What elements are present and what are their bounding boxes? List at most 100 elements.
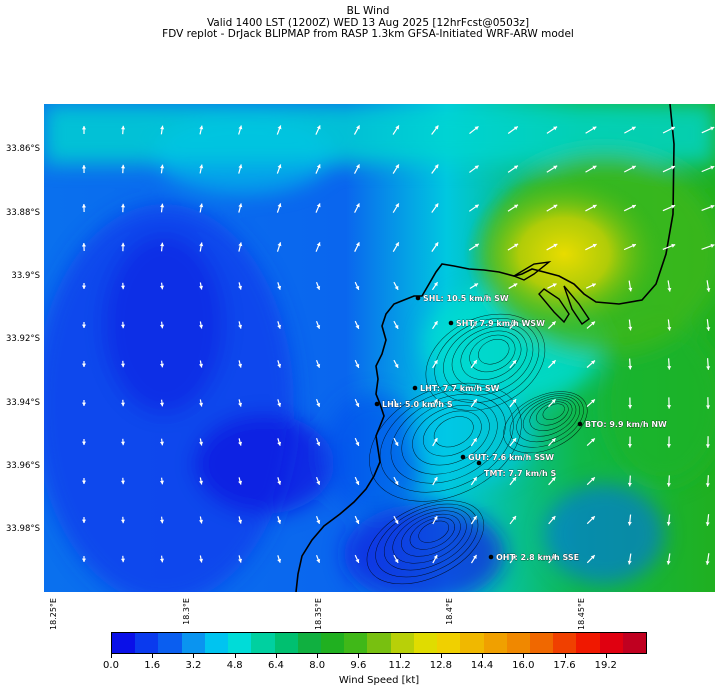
wind-arrow-head <box>628 287 633 292</box>
wind-arrow-head <box>433 515 438 520</box>
terrain-contour <box>366 500 485 585</box>
terrain-contour <box>409 517 455 550</box>
wind-arrow-head <box>198 441 204 446</box>
wind-arrow-head <box>81 204 87 208</box>
wind-arrow-head <box>81 558 87 562</box>
wind-arrow-head <box>159 480 165 485</box>
terrain-contour <box>469 334 516 373</box>
station-marker[interactable] <box>577 421 583 427</box>
terrain-contour <box>425 313 546 411</box>
terrain-contour <box>516 395 580 443</box>
station-label: GUT: 7.6 km/h SSW <box>468 453 554 462</box>
station-label: OHT: 2.8 km/h SSE <box>496 553 579 562</box>
terrain-contour <box>401 513 461 557</box>
colorbar-tick-mark <box>111 654 112 658</box>
station-marker[interactable] <box>374 401 380 407</box>
wind-arrow-head <box>316 125 321 130</box>
wind-arrow-head <box>199 242 204 247</box>
colorbar-swatch <box>553 633 577 653</box>
wind-arrow-head <box>474 243 479 248</box>
terrain-contour <box>451 326 528 388</box>
wind-arrow-head <box>628 326 633 331</box>
wind-arrow-head <box>316 480 321 485</box>
wind-arrow-head <box>512 516 516 521</box>
wind-arrow-head <box>277 285 282 290</box>
terrain-contour <box>423 410 482 457</box>
wind-arrow-head <box>474 283 479 288</box>
terrain-contour <box>418 520 450 543</box>
wind-arrow-head <box>355 242 360 247</box>
wind-arrow-head <box>81 126 87 130</box>
wind-arrow-head <box>356 125 360 130</box>
colorbar-tick-mark <box>605 654 607 658</box>
station-marker[interactable] <box>448 320 454 326</box>
wind-arrow-head <box>394 480 399 485</box>
colorbar-tick-label: 1.6 <box>144 660 161 671</box>
wind-arrow-head <box>551 321 556 326</box>
wind-arrow-head <box>710 204 715 209</box>
station-marker[interactable] <box>415 295 421 301</box>
colorbar-label: Wind Speed [kt] <box>338 675 420 686</box>
colorbar-swatch <box>274 633 298 653</box>
wind-arrow-head <box>120 324 126 329</box>
wind-arrow-head <box>277 363 282 368</box>
wind-arrow-head <box>120 441 126 446</box>
wind-arrow-head <box>316 285 321 290</box>
wind-arrow-head <box>355 519 360 524</box>
station-marker[interactable] <box>476 460 482 466</box>
wind-arrow-head <box>514 243 519 248</box>
wind-arrow-head <box>710 243 715 248</box>
colorbar-swatch <box>135 633 159 653</box>
wind-arrow-head <box>705 561 710 565</box>
terrain-contour <box>522 397 577 437</box>
wind-arrow-head <box>238 441 243 446</box>
wind-arrow-head <box>355 402 360 407</box>
wind-arrow-head <box>513 165 518 170</box>
colorbar-swatch <box>158 633 182 653</box>
colorbar-tick-label: 3.2 <box>185 660 202 671</box>
terrain-contour <box>434 318 540 403</box>
wind-arrow-head <box>551 555 556 560</box>
wind-arrow-head <box>238 125 243 130</box>
wind-arrow-head <box>592 204 597 209</box>
wind-arrow-head <box>316 242 321 247</box>
wind-map[interactable]: SHL: 10.5 km/h SW SHT: 7.9 km/h WSW LHT: 7… <box>44 104 715 592</box>
wind-arrow-head <box>316 558 321 563</box>
wind-arrow-head <box>316 164 321 169</box>
wind-arrow-head <box>706 327 711 331</box>
colorbar-tick-label: 9.6 <box>350 660 367 671</box>
wind-arrow-head <box>552 283 557 288</box>
wind-arrow-head <box>433 554 438 559</box>
colorbar-tick-label: 17.6 <box>553 660 576 671</box>
wind-arrow-head <box>474 126 479 131</box>
colorbar-tick-label: 6.4 <box>267 660 284 671</box>
station-label: BTO: 9.9 km/h NW <box>585 420 667 429</box>
station-label: LHL: 5.0 km/h S <box>382 400 453 409</box>
wind-arrow-head <box>238 164 243 169</box>
colorbar-tick-mark <box>358 654 360 658</box>
wind-arrow-head <box>277 480 282 485</box>
wind-arrow-head <box>474 204 479 209</box>
wind-arrow-head <box>671 204 676 209</box>
wind-arrow-head <box>473 477 477 482</box>
wind-arrow-head <box>433 321 438 326</box>
wind-arrow-head <box>277 402 282 407</box>
colorbar-swatch <box>390 633 414 653</box>
wind-arrow-head <box>160 203 165 208</box>
wind-arrow-head <box>671 243 676 248</box>
wind-arrow-head <box>591 321 596 326</box>
station-marker[interactable] <box>488 554 494 560</box>
wind-arrow-head <box>705 522 710 526</box>
wind-arrow-head <box>590 555 595 560</box>
station-marker[interactable] <box>460 454 466 460</box>
colorbar-swatch <box>483 633 507 653</box>
wind-arrow-head <box>120 363 126 368</box>
station-label: TMT: 7.7 km/h S <box>484 469 556 478</box>
terrain-contour <box>412 405 490 466</box>
colorbar-tick-mark <box>564 654 566 658</box>
wind-arrow-head <box>238 285 243 290</box>
colorbar-tick-mark <box>482 654 484 658</box>
wind-arrow-head <box>551 438 556 443</box>
wind-arrow-head <box>198 558 204 563</box>
station-marker[interactable] <box>412 385 418 391</box>
